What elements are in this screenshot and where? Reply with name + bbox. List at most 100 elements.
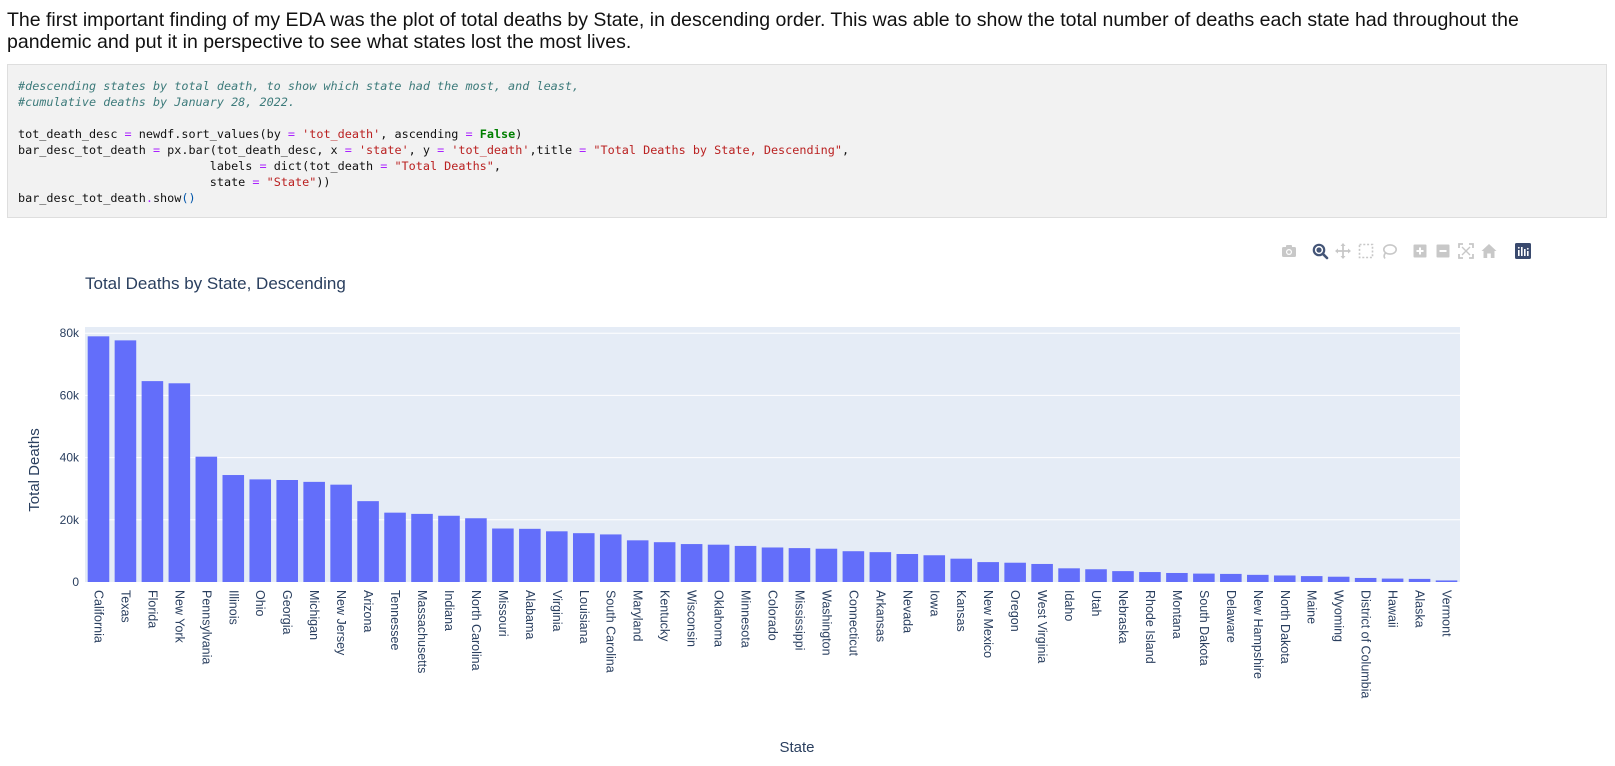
bar-vermont[interactable] bbox=[1435, 580, 1458, 582]
x-tick-label: Michigan bbox=[307, 590, 321, 640]
x-tick-label: Missouri bbox=[496, 590, 510, 637]
x-tick-label: New Jersey bbox=[334, 590, 348, 656]
bar-minnesota[interactable] bbox=[734, 545, 757, 582]
bar-maine[interactable] bbox=[1300, 576, 1323, 582]
x-tick-label: Texas bbox=[118, 590, 132, 623]
bar-michigan[interactable] bbox=[303, 481, 325, 582]
bar-district-of-columbia[interactable] bbox=[1354, 577, 1377, 582]
bar-georgia[interactable] bbox=[276, 480, 298, 582]
code-line: tot_death_desc = newdf.sort_values(by = … bbox=[18, 127, 523, 141]
zoom-out-icon[interactable] bbox=[1434, 242, 1452, 260]
bar-utah[interactable] bbox=[1085, 569, 1107, 582]
x-axis-ticks: California Texas Florida New York Pennsylvan… bbox=[91, 590, 1453, 698]
x-tick-label: Kentucky bbox=[658, 590, 672, 642]
bar-idaho[interactable] bbox=[1058, 568, 1080, 582]
bar-west-virginia[interactable] bbox=[1031, 563, 1053, 582]
x-tick-label: Hawaii bbox=[1386, 590, 1400, 628]
bar-virginia[interactable] bbox=[546, 531, 568, 582]
code-cell[interactable]: #descending states by total death, to sh… bbox=[7, 64, 1607, 218]
bar-kansas[interactable] bbox=[950, 558, 973, 582]
bar-north-carolina[interactable] bbox=[465, 518, 487, 582]
bar-missouri[interactable] bbox=[492, 528, 514, 582]
bar-wisconsin[interactable] bbox=[680, 544, 703, 582]
zoom-icon[interactable] bbox=[1311, 242, 1329, 260]
bar-hawaii[interactable] bbox=[1381, 578, 1404, 582]
x-tick-label: Kansas bbox=[954, 590, 968, 632]
bars bbox=[87, 336, 1458, 582]
bar-pennsylvania[interactable] bbox=[195, 456, 218, 582]
reset-axes-icon[interactable] bbox=[1480, 242, 1498, 260]
bar-chart[interactable]: Total Deaths by State, Descending 0 20k 40… bbox=[0, 262, 1615, 766]
chart-title: Total Deaths by State, Descending bbox=[85, 274, 346, 293]
bar-massachusetts[interactable] bbox=[411, 513, 433, 582]
x-tick-label: Alaska bbox=[1413, 590, 1427, 628]
bar-nebraska[interactable] bbox=[1112, 571, 1134, 582]
bar-new-hampshire[interactable] bbox=[1247, 574, 1269, 582]
bar-south-dakota[interactable] bbox=[1193, 573, 1215, 582]
y-tick-label: 0 bbox=[72, 575, 79, 589]
code-line: bar_desc_tot_death = px.bar(tot_death_de… bbox=[18, 143, 850, 157]
bar-arizona[interactable] bbox=[357, 501, 379, 582]
x-tick-label: Florida bbox=[145, 590, 159, 628]
bar-florida[interactable] bbox=[141, 381, 164, 582]
bar-kentucky[interactable] bbox=[653, 542, 676, 582]
x-tick-label: Mississippi bbox=[792, 590, 806, 650]
bar-wyoming[interactable] bbox=[1327, 576, 1350, 582]
x-tick-label: Idaho bbox=[1062, 590, 1076, 621]
bar-washington[interactable] bbox=[815, 548, 838, 582]
y-tick-label: 40k bbox=[60, 451, 80, 465]
x-tick-label: West Virginia bbox=[1035, 590, 1049, 663]
bar-nevada[interactable] bbox=[896, 554, 919, 582]
bar-alaska[interactable] bbox=[1408, 578, 1431, 582]
bar-colorado[interactable] bbox=[761, 547, 784, 582]
bar-maryland[interactable] bbox=[626, 540, 649, 582]
bar-tennessee[interactable] bbox=[384, 512, 406, 582]
zoom-in-icon[interactable] bbox=[1411, 242, 1429, 260]
x-tick-label: Ohio bbox=[253, 590, 267, 616]
x-tick-label: Iowa bbox=[927, 590, 941, 616]
bar-ohio[interactable] bbox=[249, 479, 272, 582]
bar-oklahoma[interactable] bbox=[707, 544, 730, 582]
bar-mississippi[interactable] bbox=[788, 548, 811, 582]
x-tick-label: Utah bbox=[1089, 590, 1103, 616]
x-tick-label: South Dakota bbox=[1197, 590, 1211, 666]
y-axis-ticks: 0 20k 40k 60k 80k bbox=[60, 326, 80, 589]
x-axis-title: State bbox=[779, 739, 814, 756]
bar-illinois[interactable] bbox=[222, 475, 245, 582]
bar-oregon[interactable] bbox=[1004, 562, 1026, 582]
x-tick-label: Oklahoma bbox=[712, 590, 726, 647]
x-tick-label: Maryland bbox=[631, 590, 645, 641]
code-line: #descending states by total death, to sh… bbox=[18, 79, 580, 93]
camera-icon[interactable] bbox=[1280, 242, 1298, 260]
bar-louisiana[interactable] bbox=[572, 533, 595, 582]
bar-california[interactable] bbox=[87, 336, 110, 582]
lasso-select-icon[interactable] bbox=[1380, 242, 1398, 260]
plotly-logo-icon[interactable] bbox=[1514, 242, 1532, 260]
bar-texas[interactable] bbox=[114, 340, 137, 582]
x-tick-label: California bbox=[91, 590, 105, 643]
bar-connecticut[interactable] bbox=[842, 551, 865, 582]
bar-new-mexico[interactable] bbox=[977, 562, 999, 582]
bar-iowa[interactable] bbox=[923, 555, 946, 582]
autoscale-icon[interactable] bbox=[1457, 242, 1475, 260]
pan-icon[interactable] bbox=[1334, 242, 1352, 260]
y-tick-label: 80k bbox=[60, 326, 80, 340]
bar-montana[interactable] bbox=[1166, 572, 1188, 582]
intro-paragraph: The first important finding of my EDA wa… bbox=[7, 9, 1519, 53]
bar-new-york[interactable] bbox=[168, 383, 191, 582]
bar-arkansas[interactable] bbox=[869, 552, 892, 582]
bar-delaware[interactable] bbox=[1220, 573, 1242, 582]
x-tick-label: Rhode Island bbox=[1143, 590, 1157, 664]
y-tick-label: 20k bbox=[60, 513, 80, 527]
x-tick-label: Pennsylvania bbox=[199, 590, 213, 664]
bar-south-carolina[interactable] bbox=[599, 534, 622, 582]
bar-rhode-island[interactable] bbox=[1139, 572, 1161, 582]
bar-indiana[interactable] bbox=[438, 515, 460, 582]
x-tick-label: Connecticut bbox=[846, 590, 860, 657]
bar-new-jersey[interactable] bbox=[330, 484, 352, 582]
box-select-icon[interactable] bbox=[1357, 242, 1375, 260]
x-tick-label: South Carolina bbox=[604, 590, 618, 673]
x-tick-label: Colorado bbox=[766, 590, 780, 641]
bar-north-dakota[interactable] bbox=[1273, 575, 1296, 582]
bar-alabama[interactable] bbox=[519, 528, 541, 582]
